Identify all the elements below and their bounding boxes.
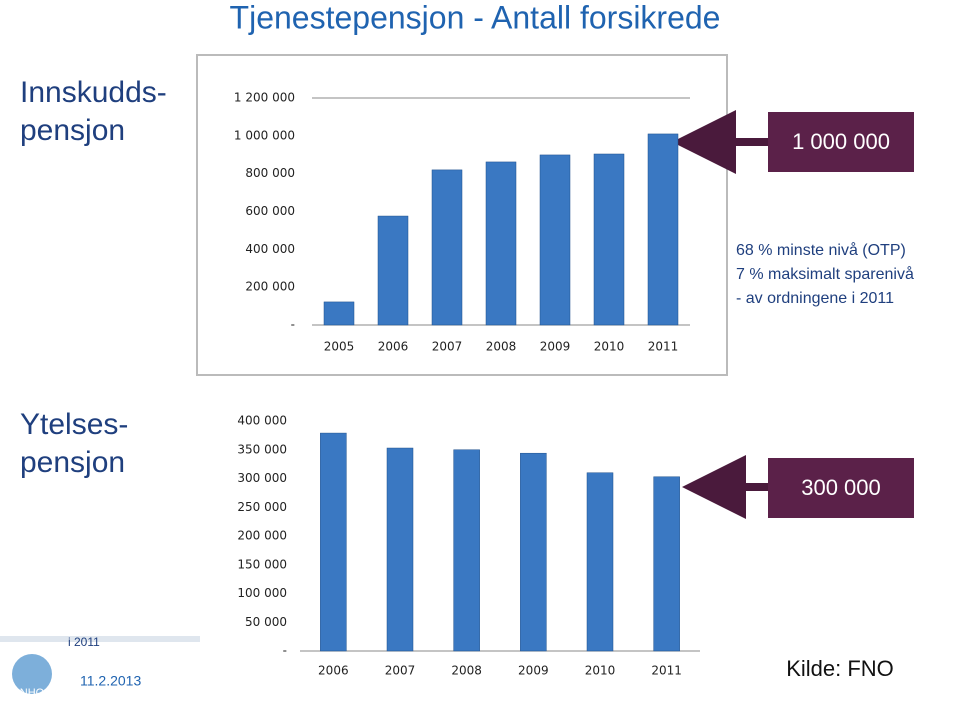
bar — [539, 154, 571, 326]
bar — [520, 452, 547, 652]
bar — [323, 301, 355, 326]
y-tick-label: 400 000 — [237, 414, 287, 428]
logo-text: NHO — [20, 687, 45, 699]
x-tick-label: 2008 — [486, 340, 517, 354]
x-tick-label: 2007 — [432, 340, 463, 354]
y-tick-label: 200 000 — [237, 529, 287, 543]
x-tick-label: 2009 — [540, 340, 571, 354]
bar — [647, 133, 679, 326]
bar — [386, 447, 414, 652]
x-tick-label: 2010 — [594, 340, 625, 354]
source: Kilde: FNO — [786, 656, 894, 681]
section-label: pensjon — [20, 114, 125, 147]
x-tick-label: 2007 — [385, 664, 416, 678]
y-tick-label: 300 000 — [237, 471, 287, 485]
chart-frame — [196, 54, 728, 376]
y-tick-label: 250 000 — [237, 500, 287, 514]
x-tick-label: 2011 — [651, 664, 682, 678]
note: - av ordningene i 2011 — [736, 290, 894, 307]
y-tick-label: 50 000 — [245, 615, 287, 629]
y-tick-label: 1 200 000 — [234, 91, 295, 105]
x-tick-label: 2009 — [518, 664, 549, 678]
x-tick-label: 2008 — [451, 664, 482, 678]
bar — [586, 472, 614, 652]
callout: 300 000 — [801, 475, 881, 500]
y-tick-label: 100 000 — [237, 586, 287, 600]
x-tick-label: 2006 — [318, 664, 349, 678]
bar — [653, 476, 680, 652]
y-tick-label: 1 000 000 — [234, 128, 295, 142]
x-tick-label: 2006 — [378, 340, 409, 354]
callout-box — [768, 112, 914, 172]
y-tick-label: 600 000 — [245, 204, 295, 218]
note: 68 % minste nivå (OTP) — [736, 241, 906, 259]
bar — [377, 215, 409, 326]
y-tick-label: 200 000 — [245, 280, 295, 294]
y-tick-label: 150 000 — [237, 557, 287, 571]
footer-band — [0, 636, 200, 642]
callout: 1 000 000 — [792, 129, 890, 154]
y-tick-label: 350 000 — [237, 442, 287, 456]
y-tick-label: - — [283, 644, 287, 658]
note: 7 % maksimalt sparenivå — [736, 265, 914, 283]
bar — [431, 169, 463, 326]
footer-note: i 2011 — [68, 635, 100, 649]
footer-date: 11.2.2013 — [80, 673, 141, 689]
bar — [485, 161, 517, 326]
bar — [320, 432, 347, 652]
callout-box — [768, 458, 914, 518]
y-tick-label: - — [291, 318, 295, 332]
x-tick-label: 2011 — [648, 340, 679, 354]
slide-title: Tjenestepensjon - Antall forsikrede — [230, 0, 721, 35]
section-label: pensjon — [20, 446, 125, 479]
y-tick-label: 400 000 — [245, 242, 295, 256]
x-tick-label: 2005 — [324, 340, 355, 354]
bar — [453, 449, 480, 652]
bar — [593, 153, 625, 326]
section-label: Innskudds- — [20, 76, 167, 109]
logo — [12, 654, 52, 694]
y-tick-label: 800 000 — [245, 166, 295, 180]
x-tick-label: 2010 — [585, 664, 616, 678]
section-label: Ytelses- — [20, 408, 128, 441]
